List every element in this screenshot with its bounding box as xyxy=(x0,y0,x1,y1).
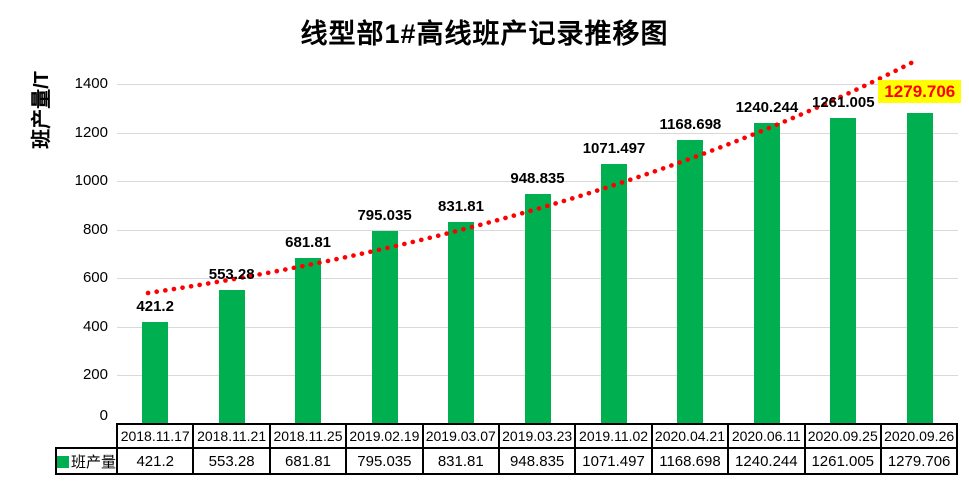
bar-value-label: 1168.698 xyxy=(620,114,760,136)
data-table: 2018.11.17 2018.11.21 2018.11.25 2019.02.19… xyxy=(54,423,959,475)
value-label-text: 795.035 xyxy=(357,206,412,224)
legend-swatch-icon xyxy=(58,455,69,468)
table-date-cell: 2018.11.21 xyxy=(192,423,271,449)
y-tick-label: 1200 xyxy=(74,123,108,141)
table-value-cell: 831.81 xyxy=(421,447,500,475)
bar xyxy=(753,122,780,424)
y-axis-label: 班产量/T xyxy=(31,71,53,149)
table-value-cell: 795.035 xyxy=(345,447,424,475)
bar xyxy=(677,140,704,424)
y-tick-label: 800 xyxy=(82,220,108,238)
value-label-text: 831.81 xyxy=(438,198,484,215)
bar-value-label: 948.835 xyxy=(468,168,608,190)
bar-value-label: 421.2 xyxy=(85,296,225,318)
bar-value-label: 1261.005 xyxy=(773,92,913,114)
table-value-cell: 1240.244 xyxy=(727,447,806,475)
bar-value-label: 1071.497 xyxy=(544,138,684,160)
table-value-cell: 1261.005 xyxy=(803,447,882,475)
value-label-text: 421.2 xyxy=(136,297,174,315)
table-date-cell: 2019.03.23 xyxy=(497,423,577,449)
table-value-cell: 553.28 xyxy=(192,447,271,475)
bar-value-label: 553.28 xyxy=(162,264,302,286)
bar-value-label: 1240.244 xyxy=(697,97,837,119)
bar xyxy=(218,289,245,424)
highlighted-value-label: 1279.706 xyxy=(878,80,962,104)
table-date-cell: 2019.02.19 xyxy=(345,423,424,449)
table-date-cell: 2019.03.07 xyxy=(421,423,500,449)
bar-value-label: 681.81 xyxy=(238,232,378,254)
bar xyxy=(906,113,933,424)
table-value-cell: 1071.497 xyxy=(574,447,653,475)
bar xyxy=(601,163,627,424)
value-label-text: 1240.244 xyxy=(735,98,799,116)
table-date-cell: 2020.09.26 xyxy=(879,423,959,449)
table-value-cell: 1168.698 xyxy=(650,447,730,475)
bar xyxy=(448,222,474,424)
bar-value-label: 831.81 xyxy=(391,196,531,218)
y-tick-label: 600 xyxy=(82,269,108,287)
y-tick-label: 400 xyxy=(82,317,108,335)
table-value-cell: 421.2 xyxy=(116,447,195,475)
bar-value-label: 1279.706 xyxy=(850,80,969,104)
value-label-text: 681.81 xyxy=(285,234,332,252)
table-value-cell: 681.81 xyxy=(268,447,348,475)
bar xyxy=(830,117,857,424)
legend-cell: 班产量 xyxy=(54,447,119,475)
table-date-cell: 2020.09.25 xyxy=(803,423,882,449)
table-value-cell: 948.835 xyxy=(497,447,577,475)
gridline xyxy=(117,84,958,85)
y-tick-label: 0 xyxy=(99,407,108,424)
table-date-cell: 2018.11.25 xyxy=(268,423,348,449)
y-tick-label: 1400 xyxy=(74,75,108,92)
table-value-cell: 1279.706 xyxy=(879,447,959,475)
value-label-text: 1071.497 xyxy=(582,139,646,157)
value-label-text: 948.835 xyxy=(510,169,565,187)
bar xyxy=(371,230,398,424)
value-label-text: 553.28 xyxy=(208,265,255,283)
table-header-row: 2018.11.17 2018.11.21 2018.11.25 2019.02.19… xyxy=(56,423,959,449)
chart-title: 线型部1#高线班产记录推移图 xyxy=(300,19,669,49)
legend-label: 班产量 xyxy=(71,453,117,471)
table-values-row: 班产量 421.2 553.28 681.81 795.035 831.81 948.835… xyxy=(54,447,959,475)
table-date-cell: 2019.11.02 xyxy=(574,423,653,449)
table-date-cell: 2020.06.11 xyxy=(727,423,806,449)
bar-value-label: 795.035 xyxy=(315,205,455,227)
bar xyxy=(142,321,169,424)
y-tick-label: 200 xyxy=(82,366,108,384)
y-tick-label: 1000 xyxy=(74,172,108,190)
table-date-cell: 2018.11.17 xyxy=(116,423,195,449)
value-label-text: 1261.005 xyxy=(812,93,875,111)
table-date-cell: 2020.04.21 xyxy=(650,423,730,449)
table-corner-cell xyxy=(56,424,117,448)
value-label-text: 1168.698 xyxy=(659,116,722,134)
bar xyxy=(524,193,551,424)
